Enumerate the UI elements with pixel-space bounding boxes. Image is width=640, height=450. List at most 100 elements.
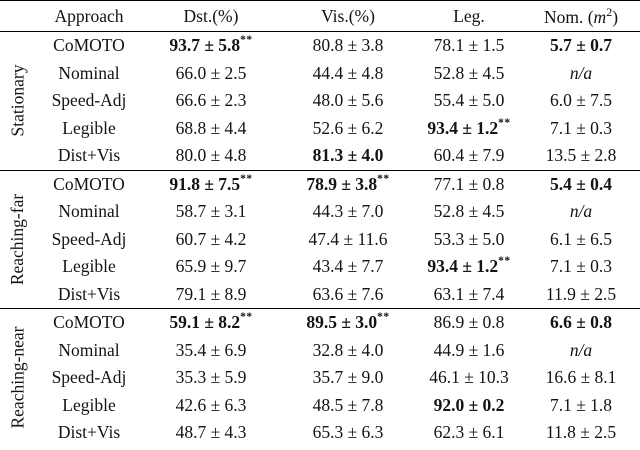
metric-value: 7.1 ± 1.8 — [549, 394, 613, 415]
value-cell: 52.6 ± 6.2 — [280, 115, 416, 143]
value-cell: 78.1 ± 1.5 — [416, 32, 522, 60]
value-cell: 93.7 ± 5.8** — [142, 32, 280, 60]
value-cell: 86.9 ± 0.8 — [416, 309, 522, 337]
group-label-wrap: Reaching-near — [0, 309, 36, 447]
table-row: Reaching-near CoMOTO 59.1 ± 8.2** 89.5 ± 3.… — [0, 309, 640, 428]
column-header-leg-: Leg. — [416, 0, 522, 32]
value-cell: 79.1 ± 8.9 — [142, 280, 280, 309]
metric-value: 16.6 ± 8.1 — [545, 367, 617, 388]
value-cell: 62.3 ± 6.1 — [416, 419, 522, 447]
header-row: Approach Dst.(%) Vis.(%) Leg. Nom. (m2) — [0, 0, 640, 32]
table-row: Legible 65.9 ± 9.7 43.4 ± 7.7 93.4 ± 1.2** 7… — [0, 253, 640, 281]
value-cell: 48.7 ± 4.3 — [142, 419, 280, 447]
approach-cell: CoMOTO — [53, 312, 125, 333]
metric-value: 6.0 ± 7.5 — [549, 90, 613, 111]
value-cell: 11.8 ± 2.5 — [522, 419, 640, 447]
value-cell: n/a — [522, 60, 640, 88]
column-header-vis-: Vis.(%) — [280, 0, 416, 32]
value-cell: 66.0 ± 2.5 — [142, 60, 280, 88]
group-reaching-near: Reaching-near CoMOTO 59.1 ± 8.2** 89.5 ± 3.… — [0, 309, 640, 447]
value-cell: 7.1 ± 1.8 — [522, 392, 640, 420]
header-text: Nom. ( — [543, 6, 594, 27]
table-row: Dist+Vis 80.0 ± 4.8 81.3 ± 4.0 60.4 ± 7.9 13… — [0, 142, 640, 171]
metric-value: 32.8 ± 4.0 — [312, 339, 384, 360]
column-header-dst-: Dst.(%) — [142, 0, 280, 32]
table-row: Legible 42.6 ± 6.3 48.5 ± 7.8 92.0 ± 0.2 7.1… — [0, 392, 640, 420]
value-cell: 5.4 ± 0.4 — [522, 170, 640, 198]
value-cell: 91.8 ± 7.5** — [142, 170, 280, 198]
metric-value: 66.0 ± 2.5 — [175, 62, 247, 83]
value-cell: 65.3 ± 6.3 — [280, 419, 416, 447]
group-label-reaching-near: Reaching-near — [7, 326, 28, 429]
metric-value: 93.4 ± 1.2 — [427, 117, 499, 138]
table-row: Stationary CoMOTO 93.7 ± 5.8** 80.8 ± 3.8 78… — [0, 31, 640, 171]
metric-value: 52.6 ± 6.2 — [312, 117, 384, 138]
value-cell: 52.8 ± 4.5 — [416, 198, 522, 226]
metric-value: 48.0 ± 5.6 — [312, 90, 384, 111]
metric-value: 93.7 ± 5.8 — [169, 35, 241, 56]
value-cell: 89.5 ± 3.0** — [280, 309, 416, 337]
group-label-wrap: Stationary — [0, 32, 36, 170]
group-label-reaching-far: Reaching-far — [7, 193, 28, 285]
metric-value: 11.9 ± 2.5 — [545, 283, 617, 304]
value-cell: 42.6 ± 6.3 — [142, 392, 280, 420]
table-row: Dist+Vis 48.7 ± 4.3 65.3 ± 6.3 62.3 ± 6.1 11… — [0, 419, 640, 447]
metric-value: 58.7 ± 3.1 — [175, 201, 247, 222]
superscript: 2 — [606, 4, 613, 19]
group-stationary: Stationary CoMOTO 93.7 ± 5.8** 80.8 ± 3.8 78… — [0, 31, 640, 171]
approach-cell: Dist+Vis — [57, 422, 121, 443]
metric-value: 77.1 ± 0.8 — [433, 173, 505, 194]
value-cell: 7.1 ± 0.3 — [522, 253, 640, 281]
table-row: Speed-Adj 66.6 ± 2.3 48.0 ± 5.6 55.4 ± 5.0 6… — [0, 87, 640, 115]
metric-value: 48.7 ± 4.3 — [175, 422, 247, 443]
value-cell: 11.9 ± 2.5 — [522, 280, 640, 309]
metric-value: 66.6 ± 2.3 — [175, 90, 247, 111]
metric-value: 6.1 ± 6.5 — [549, 228, 613, 249]
metric-value: 62.3 ± 6.1 — [433, 422, 505, 443]
value-cell: 55.4 ± 5.0 — [416, 87, 522, 115]
approach-cell: Nominal — [58, 201, 120, 222]
value-cell: 6.0 ± 7.5 — [522, 87, 640, 115]
table-row: Speed-Adj 60.7 ± 4.2 47.4 ± 11.6 53.3 ± 5.0… — [0, 226, 640, 254]
value-cell: 80.0 ± 4.8 — [142, 142, 280, 171]
value-cell: 81.3 ± 4.0 — [280, 142, 416, 171]
value-cell: 65.9 ± 9.7 — [142, 253, 280, 281]
table-row: Speed-Adj 35.3 ± 5.9 35.7 ± 9.0 46.1 ± 10.3… — [0, 364, 640, 392]
metric-value: 78.9 ± 3.8 — [306, 173, 378, 194]
metric-value: 80.8 ± 3.8 — [312, 35, 384, 56]
value-cell: 35.4 ± 6.9 — [142, 337, 280, 365]
metric-value: 52.8 ± 4.5 — [433, 201, 505, 222]
value-cell: 7.1 ± 0.3 — [522, 115, 640, 143]
value-cell: n/a — [522, 337, 640, 365]
value-cell: 44.9 ± 1.6 — [416, 337, 522, 365]
approach-cell: Legible — [62, 117, 116, 138]
approach-cell: Legible — [62, 394, 116, 415]
metric-value: 48.5 ± 7.8 — [312, 394, 384, 415]
significance-stars: ** — [498, 116, 511, 129]
metric-value: 80.0 ± 4.8 — [175, 145, 247, 166]
metric-value: 43.4 ± 7.7 — [312, 256, 384, 277]
metric-value: 63.6 ± 7.6 — [312, 283, 384, 304]
metric-value: 81.3 ± 4.0 — [312, 145, 384, 166]
value-cell: 60.7 ± 4.2 — [142, 226, 280, 254]
approach-cell: Legible — [62, 256, 116, 277]
value-cell: 58.7 ± 3.1 — [142, 198, 280, 226]
table-row: Reaching-far CoMOTO 91.8 ± 7.5** 78.9 ± 3.8… — [0, 170, 640, 309]
metric-value: 53.3 ± 5.0 — [433, 228, 505, 249]
approach-cell: Dist+Vis — [36, 142, 142, 171]
table-row: Dist+Vis 79.1 ± 8.9 63.6 ± 7.6 63.1 ± 7.4 11… — [0, 280, 640, 309]
group-reaching-far: Reaching-far CoMOTO 91.8 ± 7.5** 78.9 ± 3.8… — [0, 170, 640, 309]
value-cell: 6.6 ± 0.8 — [522, 309, 640, 337]
value-cell: 63.6 ± 7.6 — [280, 280, 416, 309]
metric-value: 93.4 ± 1.2 — [427, 256, 499, 277]
value-cell: 5.7 ± 0.7 — [522, 32, 640, 60]
value-cell: 52.8 ± 4.5 — [416, 60, 522, 88]
value-cell: 78.9 ± 3.8** — [280, 170, 416, 198]
metric-value: 11.8 ± 2.5 — [545, 422, 617, 443]
metric-value: 60.4 ± 7.9 — [433, 145, 505, 166]
value-cell: n/a — [522, 198, 640, 226]
column-header-approach: Approach — [36, 0, 142, 32]
value-cell: 60.4 ± 7.9 — [416, 142, 522, 171]
metric-value: 6.6 ± 0.8 — [549, 312, 613, 333]
approach-cell: Speed-Adj — [51, 367, 127, 388]
